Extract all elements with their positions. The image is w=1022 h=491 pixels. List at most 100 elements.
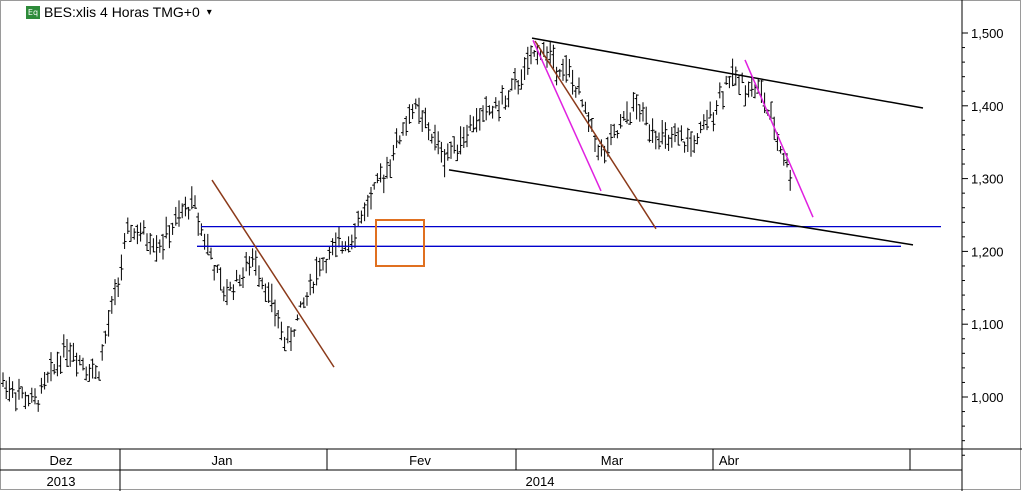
ohlc-bar: [196, 212, 201, 236]
ohlc-bar: [522, 57, 527, 81]
ohlc-bar: [733, 66, 738, 86]
ohlc-bar: [253, 250, 258, 276]
ohlc-bar: [484, 96, 489, 121]
ohlc-bar: [410, 104, 415, 120]
ohlc-bar: [151, 238, 156, 253]
ohlc-bar: [586, 112, 591, 132]
ohlc-bar: [372, 182, 377, 190]
ohlc-bar: [561, 58, 565, 81]
ohlc-bar: [129, 224, 133, 242]
ohlc-bar: [506, 90, 511, 108]
ohlc-bar: [4, 380, 9, 399]
ohlc-bar: [548, 41, 553, 66]
x-tick-label-year: 2013: [47, 474, 76, 489]
ohlc-bar: [532, 49, 537, 57]
ohlc-bar: [132, 228, 137, 240]
steep-downtrend-line-mar: [532, 39, 602, 192]
ohlc-bar: [404, 116, 409, 136]
y-tick-label: 1,500: [971, 26, 1004, 41]
ohlc-bar: [362, 202, 367, 222]
ohlc-bar: [717, 82, 722, 99]
ohlc-bar: [58, 355, 63, 374]
ohlc-bar: [449, 141, 453, 159]
ohlc-bar: [52, 364, 57, 375]
ohlc-bar: [634, 94, 639, 120]
ohlc-bar: [391, 144, 396, 161]
ohlc-bar: [359, 210, 364, 224]
ohlc-bar: [439, 141, 444, 163]
ohlc-bar: [621, 111, 626, 121]
ohlc-bar: [529, 45, 533, 65]
x-tick-label-month: Mar: [601, 453, 624, 468]
ohlc-bar: [749, 75, 754, 97]
ohlc-bar: [349, 234, 354, 250]
ohlc-bar: [311, 281, 316, 294]
ohlc-bar: [145, 233, 149, 251]
ohlc-bar: [468, 114, 473, 131]
ohlc-bar: [263, 283, 268, 302]
ohlc-bar: [292, 329, 297, 337]
ohlc-bar: [337, 227, 341, 248]
ohlc-bar: [429, 133, 434, 144]
y-tick-label: 1,400: [971, 99, 1004, 114]
ohlc-bar: [273, 299, 277, 327]
chart-title: BES:xlis 4 Horas TMG+0: [44, 4, 200, 20]
ohlc-bar: [381, 174, 386, 194]
ohlc-bar: [221, 286, 226, 302]
ohlc-bar: [743, 85, 748, 107]
ohlc-bar: [689, 131, 693, 157]
ohlc-bar: [17, 378, 21, 400]
ohlc-bar: [71, 342, 76, 362]
ohlc-bar: [628, 112, 633, 125]
ohlc-bar: [356, 210, 361, 227]
ohlc-bar: [714, 100, 719, 115]
ohlc-bar: [525, 46, 530, 75]
ohlc-bar: [279, 321, 284, 341]
ohlc-bar: [231, 284, 236, 301]
ohlc-bar: [74, 352, 79, 377]
ohlc-bar: [426, 122, 431, 141]
ohlc-bar: [154, 235, 159, 262]
ohlc-bar: [474, 108, 479, 133]
ohlc-bar: [721, 91, 725, 110]
ohlc-bar: [388, 159, 393, 179]
ohlc-bar: [378, 163, 383, 183]
ohlc-bar: [509, 78, 514, 91]
ohlc-bar: [567, 58, 572, 78]
ohlc-bar: [183, 196, 188, 217]
ohlc-bar: [682, 141, 687, 153]
ohlc-bar: [653, 130, 658, 150]
ohlc-bar: [305, 292, 309, 306]
ohlc-bar: [490, 105, 495, 119]
ohlc-bar: [285, 326, 290, 344]
y-tick-label: 1,100: [971, 317, 1004, 332]
x-tick-label-month: Dez: [49, 453, 72, 468]
ohlc-bar: [420, 110, 425, 132]
ohlc-bar: [327, 246, 332, 260]
chart-title-bar[interactable]: Eq BES:xlis 4 Horas TMG+0 ▾: [26, 3, 212, 21]
ohlc-bar: [564, 55, 569, 83]
ohlc-bar: [141, 220, 146, 235]
ohlc-bar: [631, 92, 636, 112]
ohlc-bar: [193, 195, 197, 209]
ohlc-bar: [276, 309, 281, 329]
ohlc-bar: [503, 95, 508, 110]
ohlc-bar: [29, 387, 34, 403]
ohlc-bar: [234, 269, 239, 282]
ohlc-bar: [436, 131, 441, 155]
ohlc-bar: [375, 173, 380, 184]
ohlc-bar: [266, 282, 271, 303]
ohlc-bar: [397, 135, 402, 145]
ohlc-bar: [477, 108, 482, 131]
ohlc-bar: [593, 134, 597, 153]
ohlc-bar: [109, 296, 114, 314]
ohlc-bar: [580, 99, 585, 108]
ohlc-bar: [417, 97, 421, 124]
ohlc-bar: [1, 372, 5, 388]
chevron-down-icon[interactable]: ▾: [206, 6, 212, 18]
breakout-highlight-box: [375, 219, 425, 267]
ohlc-bar: [170, 222, 175, 235]
ohlc-bar: [685, 127, 690, 152]
ohlc-bar: [157, 239, 162, 253]
